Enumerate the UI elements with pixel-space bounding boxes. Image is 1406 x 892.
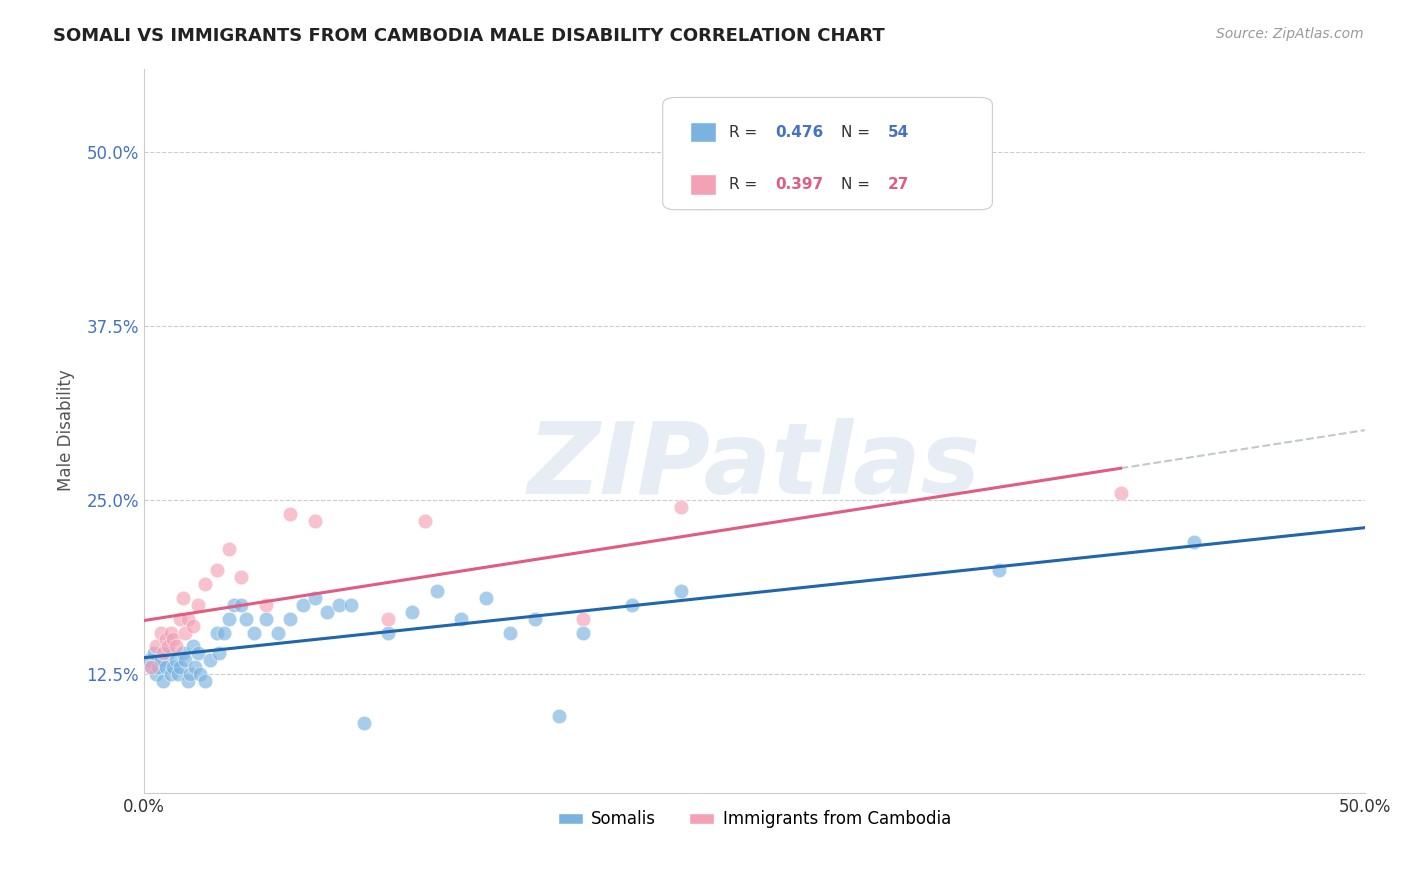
Text: N =: N = [841,177,875,192]
Text: ZIPatlas: ZIPatlas [527,418,981,516]
Text: 0.397: 0.397 [775,177,823,192]
Point [328,598,350,612]
Point [155,632,177,647]
Point [278,507,301,521]
Point [159,625,181,640]
Point [198,653,221,667]
Point [304,514,326,528]
Legend: Somalis, Immigrants from Cambodia: Somalis, Immigrants from Cambodia [551,804,957,835]
Point [231,598,253,612]
Point [152,674,174,689]
Point [304,591,326,605]
Point [254,611,277,625]
Point [377,625,399,640]
Point [186,598,208,612]
Point [278,611,301,625]
Point [205,563,228,577]
Point [159,667,181,681]
Point [669,583,692,598]
Point [523,611,546,625]
Point [149,625,172,640]
Point [377,611,399,625]
Point [401,605,423,619]
Point [177,611,200,625]
Point [426,583,449,598]
Point [1109,486,1132,500]
Text: 27: 27 [887,177,908,192]
Point [181,640,204,654]
Point [152,647,174,661]
Point [218,541,240,556]
Point [169,611,191,625]
Point [353,716,375,731]
Point [142,647,165,661]
Point [172,591,194,605]
Point [174,653,197,667]
Point [572,611,595,625]
Point [167,667,190,681]
Point [340,598,363,612]
Point [235,611,257,625]
Point [413,514,436,528]
Point [474,591,496,605]
Text: R =: R = [728,125,762,140]
Point [316,605,339,619]
Point [165,640,187,654]
Point [224,598,246,612]
Point [669,500,692,515]
Point [157,640,180,654]
Point [186,647,208,661]
Point [205,625,228,640]
Point [987,563,1010,577]
Point [162,660,184,674]
Point [254,598,277,612]
Point [157,647,180,661]
Point [218,611,240,625]
Text: Source: ZipAtlas.com: Source: ZipAtlas.com [1216,27,1364,41]
Point [231,570,253,584]
Y-axis label: Male Disability: Male Disability [58,369,75,491]
Point [149,653,172,667]
Point [194,576,217,591]
Point [162,632,184,647]
Point [172,647,194,661]
Point [145,640,167,654]
Point [572,625,595,640]
Text: R =: R = [728,177,762,192]
Point [621,598,644,612]
Text: 0.476: 0.476 [775,125,824,140]
FancyBboxPatch shape [689,174,717,194]
FancyBboxPatch shape [689,122,717,143]
Point [138,653,160,667]
FancyBboxPatch shape [662,97,993,210]
Point [179,667,201,681]
Text: 54: 54 [887,125,908,140]
Point [174,625,197,640]
Point [148,660,170,674]
Point [548,709,571,723]
Point [184,660,207,674]
Point [1182,535,1205,549]
Point [139,660,162,674]
Point [155,660,177,674]
Point [291,598,314,612]
Point [499,625,522,640]
Point [214,625,236,640]
Point [188,667,211,681]
Point [181,618,204,632]
Point [169,660,191,674]
Text: SOMALI VS IMMIGRANTS FROM CAMBODIA MALE DISABILITY CORRELATION CHART: SOMALI VS IMMIGRANTS FROM CAMBODIA MALE … [53,27,886,45]
Point [267,625,290,640]
Point [208,647,231,661]
Point [165,653,187,667]
Point [177,674,200,689]
Point [139,660,162,674]
Point [242,625,264,640]
Point [450,611,472,625]
Point [194,674,217,689]
Point [145,667,167,681]
Text: N =: N = [841,125,875,140]
